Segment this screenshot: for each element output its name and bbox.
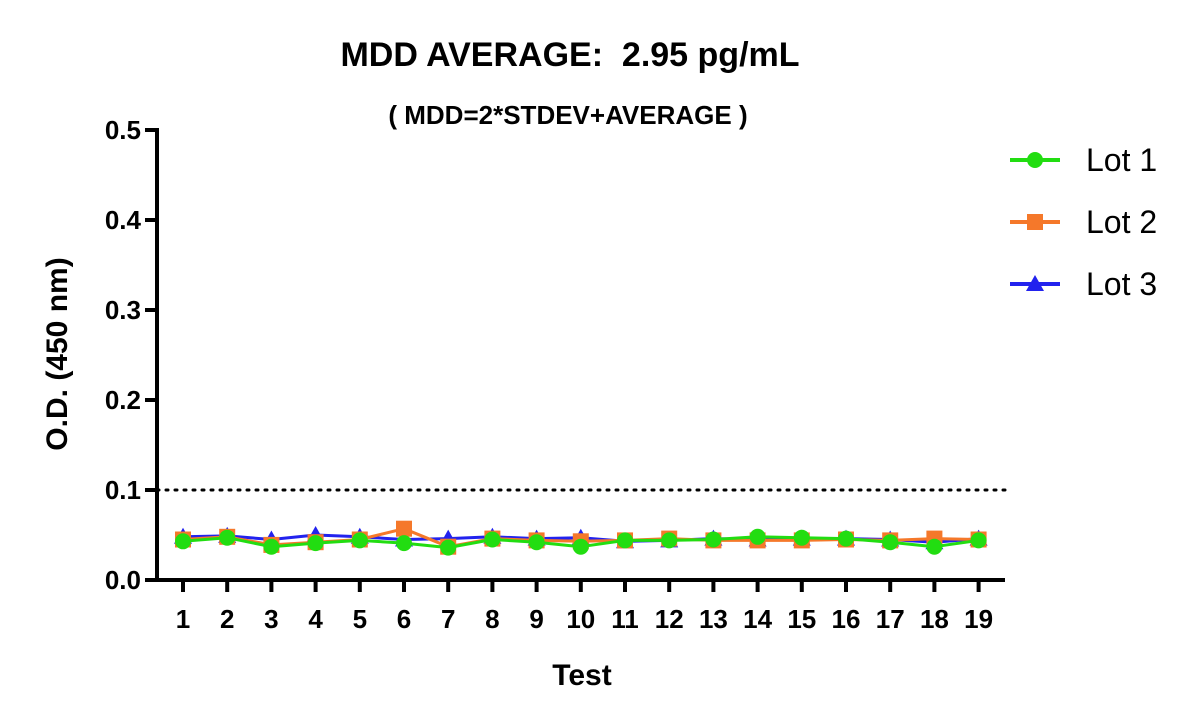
x-tick-label: 3 (264, 604, 278, 634)
data-point (926, 538, 943, 555)
x-tick-label: 6 (397, 604, 411, 634)
x-tick-label: 15 (787, 604, 816, 634)
x-tick-label: 13 (699, 604, 728, 634)
data-point (970, 532, 987, 549)
series-lot-1 (175, 528, 987, 556)
data-point (793, 529, 810, 546)
data-point (572, 538, 589, 555)
x-tick-label: 17 (876, 604, 905, 634)
data-point (219, 529, 236, 546)
data-point (396, 535, 412, 552)
legend-item: Lot 1 (1010, 142, 1157, 178)
legend-item: Lot 3 (1010, 266, 1157, 302)
data-point (351, 532, 368, 549)
data-point (617, 532, 633, 549)
plot-area: 0.00.10.20.30.40.51 2 3 4 5 6 7 8 9 10 11 12 13 14 15 1… (105, 115, 1007, 634)
x-tick-label: 8 (485, 604, 499, 634)
x-tick-label: 9 (529, 604, 543, 634)
x-tick-label: 7 (441, 604, 455, 634)
legend-item: Lot 2 (1010, 204, 1157, 240)
legend-marker (1027, 152, 1043, 168)
data-point (528, 534, 545, 551)
y-axis-title: O.D. (450 nm) (41, 257, 74, 450)
data-point (705, 531, 722, 548)
y-tick-label: 0.0 (105, 565, 141, 595)
x-tick-label: 11 (611, 604, 639, 634)
data-point (838, 530, 854, 547)
legend-marker (1027, 214, 1043, 230)
data-point (484, 531, 501, 548)
x-tick-label: 14 (743, 604, 772, 634)
x-tick-label: 10 (566, 604, 595, 634)
data-point (307, 535, 324, 552)
x-axis-title: Test (552, 659, 611, 692)
x-tick-label: 1 (176, 604, 190, 634)
legend-label: Lot 1 (1086, 142, 1157, 178)
data-point (396, 520, 412, 537)
data-point (749, 528, 766, 545)
x-tick-label: 16 (832, 604, 861, 634)
data-point (661, 532, 678, 549)
y-tick-label: 0.1 (105, 475, 141, 505)
x-tick-label: 2 (220, 604, 234, 634)
x-tick-label: 4 (308, 604, 323, 634)
legend-label: Lot 2 (1086, 204, 1157, 240)
chart-subtitle: ( MDD=2*STDEV+AVERAGE ) (388, 100, 747, 130)
x-tick-label: 5 (353, 604, 367, 634)
legend-marker (1026, 275, 1044, 291)
legend: Lot 1 Lot 2 Lot 3 (1010, 142, 1157, 302)
chart-title: MDD AVERAGE: 2.95 pg/mL (340, 36, 799, 74)
y-tick-label: 0.3 (105, 295, 141, 325)
x-tick-label: 18 (920, 604, 949, 634)
legend-label: Lot 3 (1086, 266, 1157, 302)
y-tick-label: 0.2 (105, 385, 141, 415)
y-tick-label: 0.4 (105, 205, 142, 235)
x-tick-label: 12 (655, 604, 684, 634)
x-tick-label: 19 (964, 604, 993, 634)
data-point (263, 538, 280, 555)
data-point (175, 533, 191, 550)
data-point (440, 539, 457, 556)
data-point (882, 534, 899, 551)
y-tick-label: 0.5 (105, 115, 141, 145)
